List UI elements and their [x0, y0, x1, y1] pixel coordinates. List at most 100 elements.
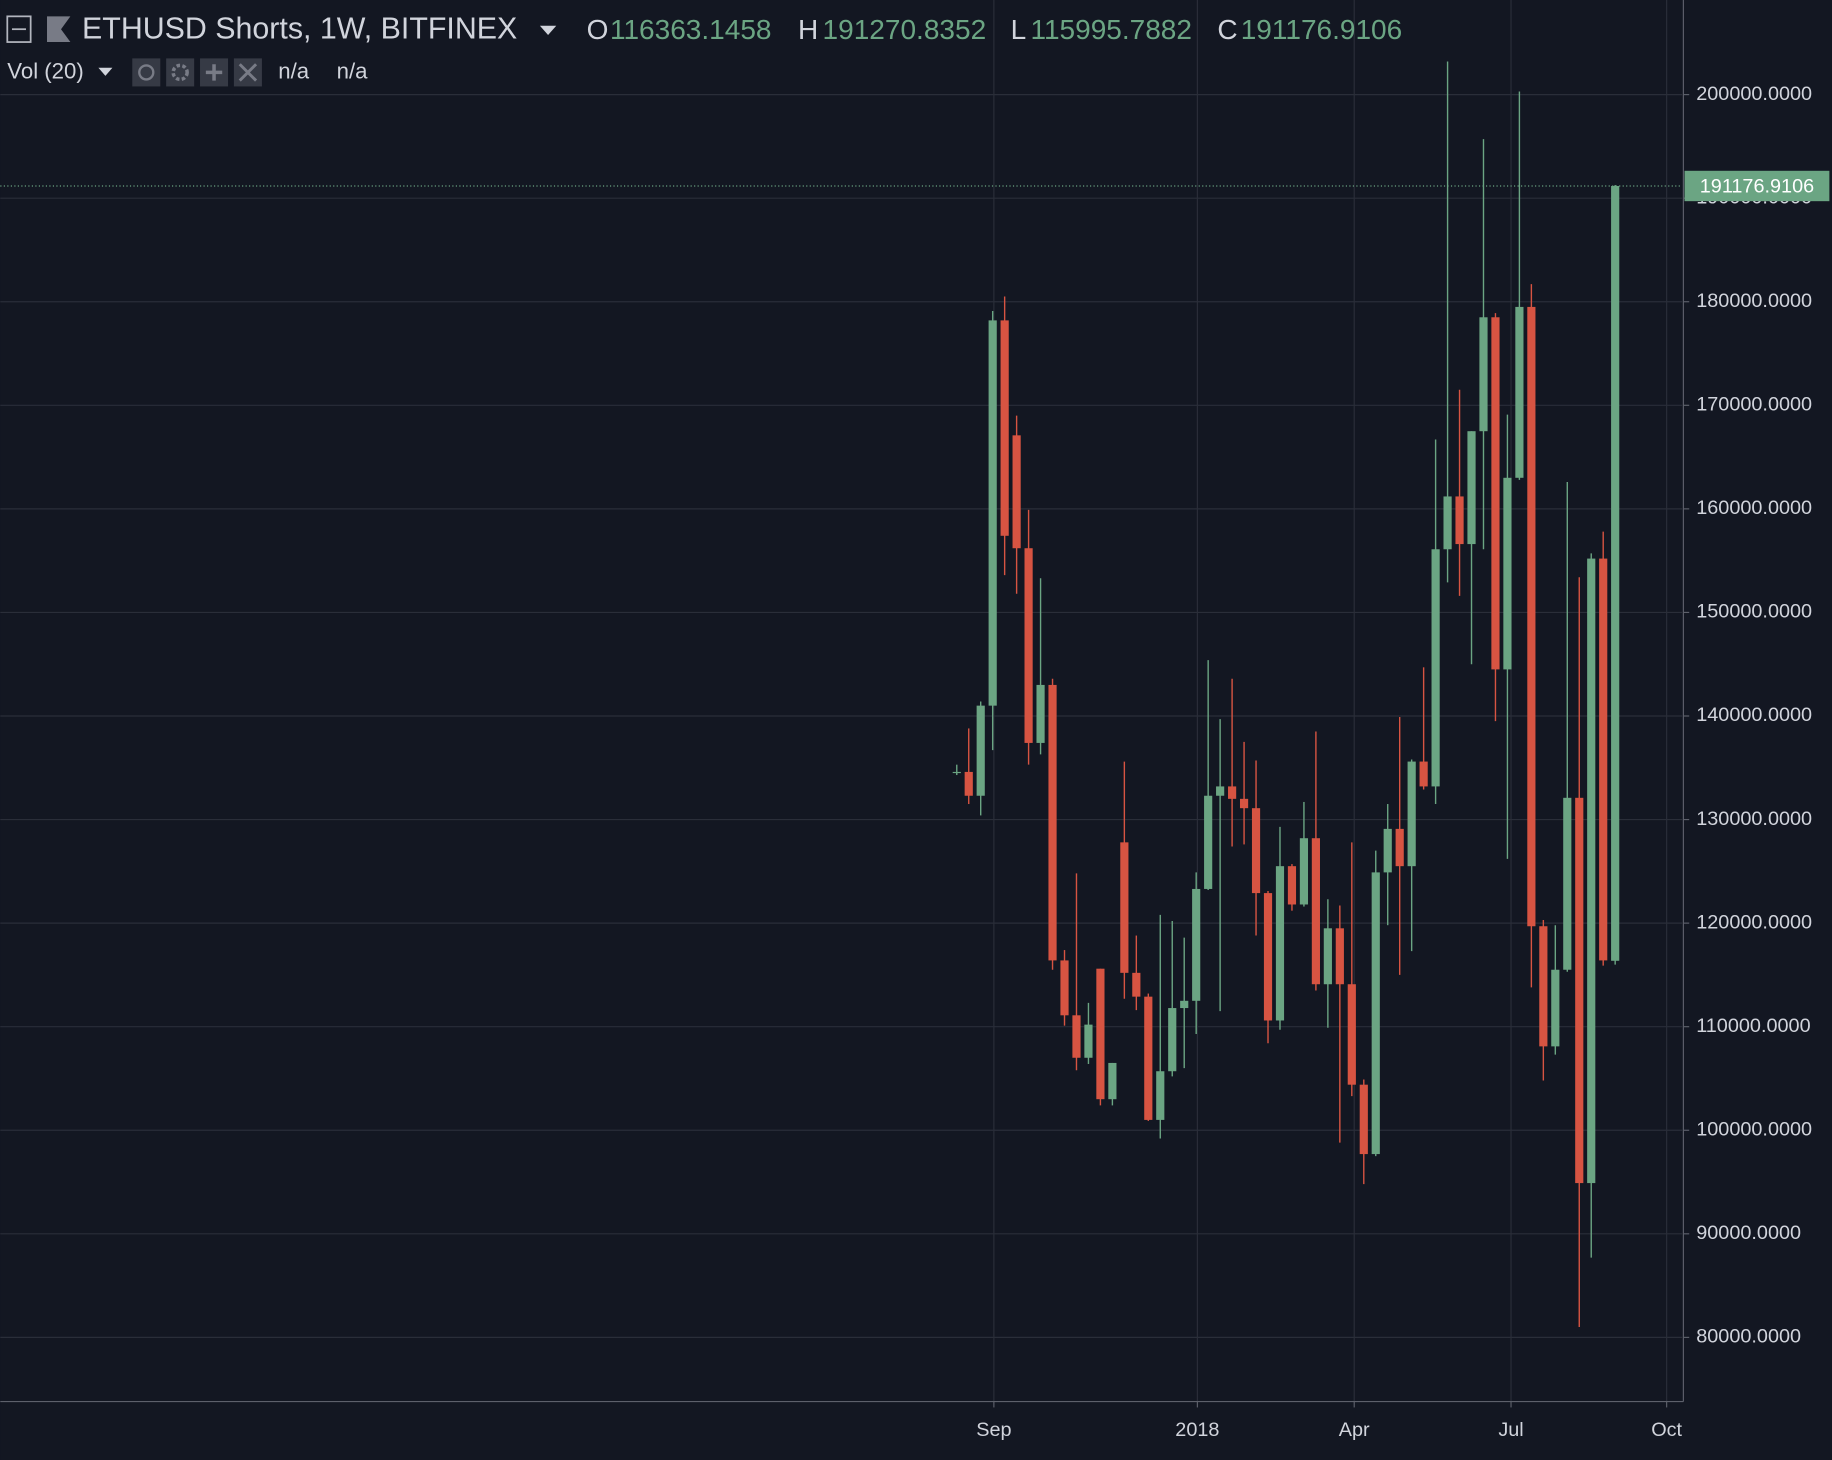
y-tick-label: 180000.0000 — [1696, 290, 1812, 312]
candle-body — [1515, 306, 1524, 478]
candle-body — [976, 705, 985, 796]
candle-body — [1144, 996, 1153, 1120]
candle-body — [1072, 1015, 1081, 1058]
y-tick-label: 170000.0000 — [1696, 394, 1812, 416]
candle-body — [1132, 972, 1141, 997]
candle-body — [1263, 893, 1273, 1021]
ohlc-value: 115995.7882 — [1030, 14, 1192, 45]
indicator-name: Vol (20) — [7, 58, 83, 83]
candle-body — [964, 771, 973, 796]
candle-body — [1323, 928, 1332, 985]
candle-body — [1120, 842, 1129, 973]
candle-body — [1060, 960, 1069, 1016]
candle-body — [1048, 684, 1057, 961]
y-tick-label: 120000.0000 — [1696, 911, 1812, 933]
indicator-dropdown[interactable] — [98, 67, 113, 76]
add-icon — [205, 64, 223, 81]
x-tick-label: 2018 — [1175, 1419, 1219, 1441]
ohlc-label: O — [587, 14, 609, 45]
candle-body — [1407, 761, 1416, 867]
candle-body — [1335, 928, 1344, 985]
ohlc-value: 191270.8352 — [823, 14, 987, 45]
eye-button[interactable] — [132, 58, 161, 87]
candle-body — [1359, 1084, 1368, 1155]
y-tick-label: 100000.0000 — [1696, 1119, 1812, 1141]
y-tick-label: 160000.0000 — [1696, 497, 1812, 519]
candle-body — [1000, 320, 1009, 536]
candle-body — [1455, 496, 1464, 545]
ohlc-label: C — [1217, 14, 1237, 45]
candle-body — [1156, 1071, 1165, 1120]
candle-body — [1275, 866, 1285, 1021]
candle-body — [1216, 786, 1225, 796]
candle-body — [1036, 684, 1045, 743]
ohlc-value: 116363.1458 — [610, 14, 772, 45]
candle-body — [1395, 828, 1404, 867]
candle-body — [952, 771, 961, 774]
candle-body — [1192, 888, 1201, 1001]
candle-body — [1383, 828, 1392, 873]
candle-body — [1431, 549, 1440, 787]
candle-body — [1096, 968, 1105, 1100]
symbol-dropdown[interactable] — [539, 25, 557, 36]
y-tick-label: 90000.0000 — [1696, 1222, 1801, 1244]
candle-body — [1443, 496, 1452, 550]
candle-body — [1419, 761, 1428, 787]
candle-body — [1587, 558, 1596, 1184]
axes: 80000.0000 90000.0000 100000.0000 110000.00… — [976, 83, 1830, 1441]
candle-body — [1551, 969, 1560, 1047]
x-tick-label: Apr — [1339, 1419, 1370, 1441]
candles — [0, 61, 1683, 1328]
candle-body — [1204, 795, 1213, 889]
candle-body — [1491, 317, 1500, 670]
x-tick-label: Oct — [1651, 1419, 1682, 1441]
indicator-value: n/a — [337, 58, 369, 83]
candle-body — [1287, 866, 1297, 905]
last-price-badge — [1684, 170, 1830, 202]
candle-body — [988, 320, 997, 706]
ohlc-label: L — [1011, 14, 1027, 45]
chart-title: ETHUSD Shorts, 1W, BITFINEX — [82, 12, 517, 45]
candle-body — [1168, 1008, 1177, 1072]
candle-body — [1563, 797, 1572, 970]
candle-body — [1084, 1024, 1093, 1058]
y-tick-label: 150000.0000 — [1696, 601, 1812, 623]
last-price-label: 191176.9106 — [1700, 175, 1814, 197]
y-tick-label: 130000.0000 — [1696, 808, 1812, 830]
candle-body — [1311, 838, 1320, 985]
y-tick-label: 110000.0000 — [1696, 1015, 1810, 1037]
settings-button[interactable] — [166, 58, 195, 87]
x-tick-label: Sep — [976, 1419, 1011, 1441]
collapse-icon[interactable] — [6, 15, 32, 43]
candle-body — [1479, 317, 1488, 432]
candle-body — [1347, 984, 1356, 1085]
candle-body — [1611, 185, 1620, 961]
candle-body — [1012, 435, 1021, 549]
x-tick-label: Jul — [1498, 1419, 1523, 1441]
indicator-value: n/a — [278, 58, 310, 83]
candle-body — [1575, 797, 1584, 1184]
candle-body — [1371, 872, 1380, 1155]
candle-body — [1180, 1000, 1189, 1009]
flag-icon[interactable] — [47, 16, 71, 43]
candle-body — [1251, 808, 1261, 894]
eye-icon — [138, 64, 155, 81]
y-tick-label: 80000.0000 — [1696, 1326, 1801, 1348]
candle-body — [1299, 838, 1309, 905]
candle-body — [1527, 306, 1536, 927]
candle-body — [1503, 477, 1512, 670]
candle-body — [1024, 548, 1033, 743]
ohlc-value: 191176.9106 — [1241, 14, 1403, 45]
candle-body — [1539, 926, 1548, 1047]
settings-icon — [171, 63, 189, 82]
candle-body — [1239, 798, 1249, 809]
remove-icon — [238, 63, 258, 82]
ohlc-label: H — [798, 14, 818, 45]
candle-body — [1108, 1062, 1117, 1100]
candle-body — [1467, 431, 1476, 545]
candle-body — [1228, 786, 1237, 799]
candle-body — [1599, 558, 1608, 961]
